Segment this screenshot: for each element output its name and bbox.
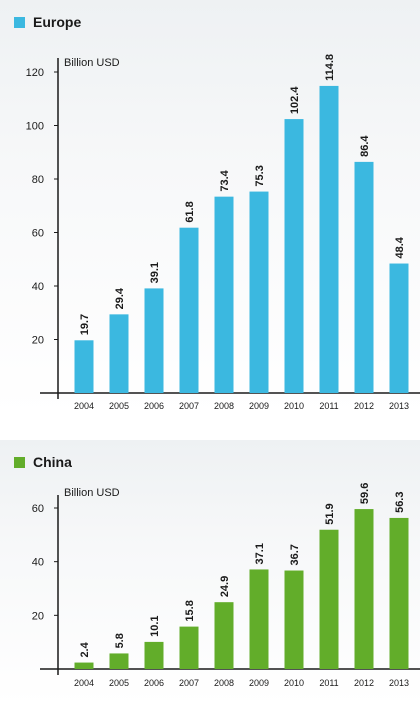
bar-value-label: 5.8 [114, 633, 126, 648]
x-tick-label: 2009 [249, 678, 269, 688]
x-tick-label: 2013 [389, 678, 409, 688]
x-tick-label: 2005 [109, 678, 129, 688]
bar [354, 509, 374, 669]
bar [354, 161, 374, 393]
x-tick-label: 2004 [74, 401, 94, 411]
y-tick-label: 60 [32, 228, 44, 240]
x-tick-label: 2009 [249, 401, 269, 411]
panel-background [0, 440, 420, 705]
bar-value-label: 61.8 [184, 201, 196, 222]
bar [144, 641, 164, 669]
y-tick-label: 40 [32, 557, 44, 569]
china-bar-chart: Billion USD 20 40 60 2.4 2004 5.8 2005 10.1 2006 1… [32, 483, 420, 688]
legend-swatch-europe [14, 16, 25, 28]
bar-value-label: 24.9 [219, 576, 231, 597]
x-tick-label: 2010 [284, 401, 304, 411]
bar [74, 662, 94, 669]
bar-value-label: 19.7 [79, 314, 91, 335]
x-tick-label: 2006 [144, 401, 164, 411]
y-tick-label: 120 [26, 67, 44, 79]
bar-value-label: 56.3 [394, 492, 406, 513]
bar [74, 340, 94, 393]
x-tick-label: 2012 [354, 678, 374, 688]
bar-value-label: 102.4 [289, 86, 301, 114]
bar [179, 227, 199, 393]
bar-value-label: 39.1 [149, 262, 161, 283]
x-tick-label: 2010 [284, 678, 304, 688]
x-tick-label: 2013 [389, 401, 409, 411]
bar-value-label: 73.4 [219, 169, 231, 191]
bar-value-label: 15.8 [184, 600, 196, 621]
china-chart-panel: China Billion USD 20 40 60 2.4 2004 5.8 2005 10.… [0, 440, 420, 705]
y-tick-label: 60 [32, 503, 44, 515]
bar-value-label: 37.1 [254, 543, 266, 564]
bar [389, 517, 409, 669]
x-tick-label: 2007 [179, 401, 199, 411]
legend-swatch-china [14, 456, 25, 468]
x-tick-label: 2008 [214, 678, 234, 688]
x-tick-label: 2011 [319, 401, 338, 411]
bar [389, 263, 409, 393]
y-axis-unit-label: Billion USD [64, 487, 120, 499]
bar-value-label: 59.6 [359, 483, 371, 504]
legend-label-china: China [33, 454, 72, 470]
bar-value-label: 36.7 [289, 544, 301, 565]
bar-value-label: 75.3 [254, 165, 266, 186]
bar [249, 569, 269, 669]
y-axis-unit-label: Billion USD [64, 57, 120, 69]
panel-separator [0, 416, 420, 440]
legend-label-europe: Europe [33, 14, 82, 30]
x-tick-label: 2006 [144, 678, 164, 688]
bar [214, 602, 234, 669]
x-tick-label: 2011 [319, 678, 338, 688]
x-tick-label: 2008 [214, 401, 234, 411]
europe-bar-chart: Billion USD 20 40 60 80 100 120 19.7 2004 29.4 200… [26, 54, 420, 411]
bar [214, 196, 234, 393]
legend-china: China [14, 453, 72, 471]
y-tick-label: 40 [32, 281, 44, 293]
y-tick-label: 100 [26, 121, 44, 133]
x-tick-label: 2007 [179, 678, 199, 688]
bar [249, 191, 269, 393]
bar-value-label: 86.4 [359, 135, 371, 157]
bar [284, 570, 304, 669]
bar-value-label: 2.4 [79, 641, 91, 657]
legend-europe: Europe [14, 13, 81, 31]
y-tick-label: 80 [32, 174, 44, 186]
bar [284, 119, 304, 393]
y-tick-label: 20 [32, 335, 44, 347]
bar [109, 653, 129, 669]
bar-value-label: 48.4 [394, 236, 406, 258]
bar [319, 529, 339, 669]
y-tick-label: 20 [32, 610, 44, 622]
x-tick-label: 2012 [354, 401, 374, 411]
europe-chart-panel: Europe Billion USD 20 40 60 80 100 120 19.7 2004… [0, 0, 420, 416]
bar [319, 85, 339, 393]
panel-background [0, 0, 420, 416]
bar-value-label: 29.4 [114, 287, 126, 309]
bar-value-label: 51.9 [324, 503, 336, 524]
bar-value-label: 114.8 [324, 54, 336, 81]
bar [109, 314, 129, 393]
x-tick-label: 2004 [74, 678, 94, 688]
x-tick-label: 2005 [109, 401, 129, 411]
bar [179, 626, 199, 669]
bar [144, 288, 164, 393]
bar-value-label: 10.1 [149, 615, 161, 636]
